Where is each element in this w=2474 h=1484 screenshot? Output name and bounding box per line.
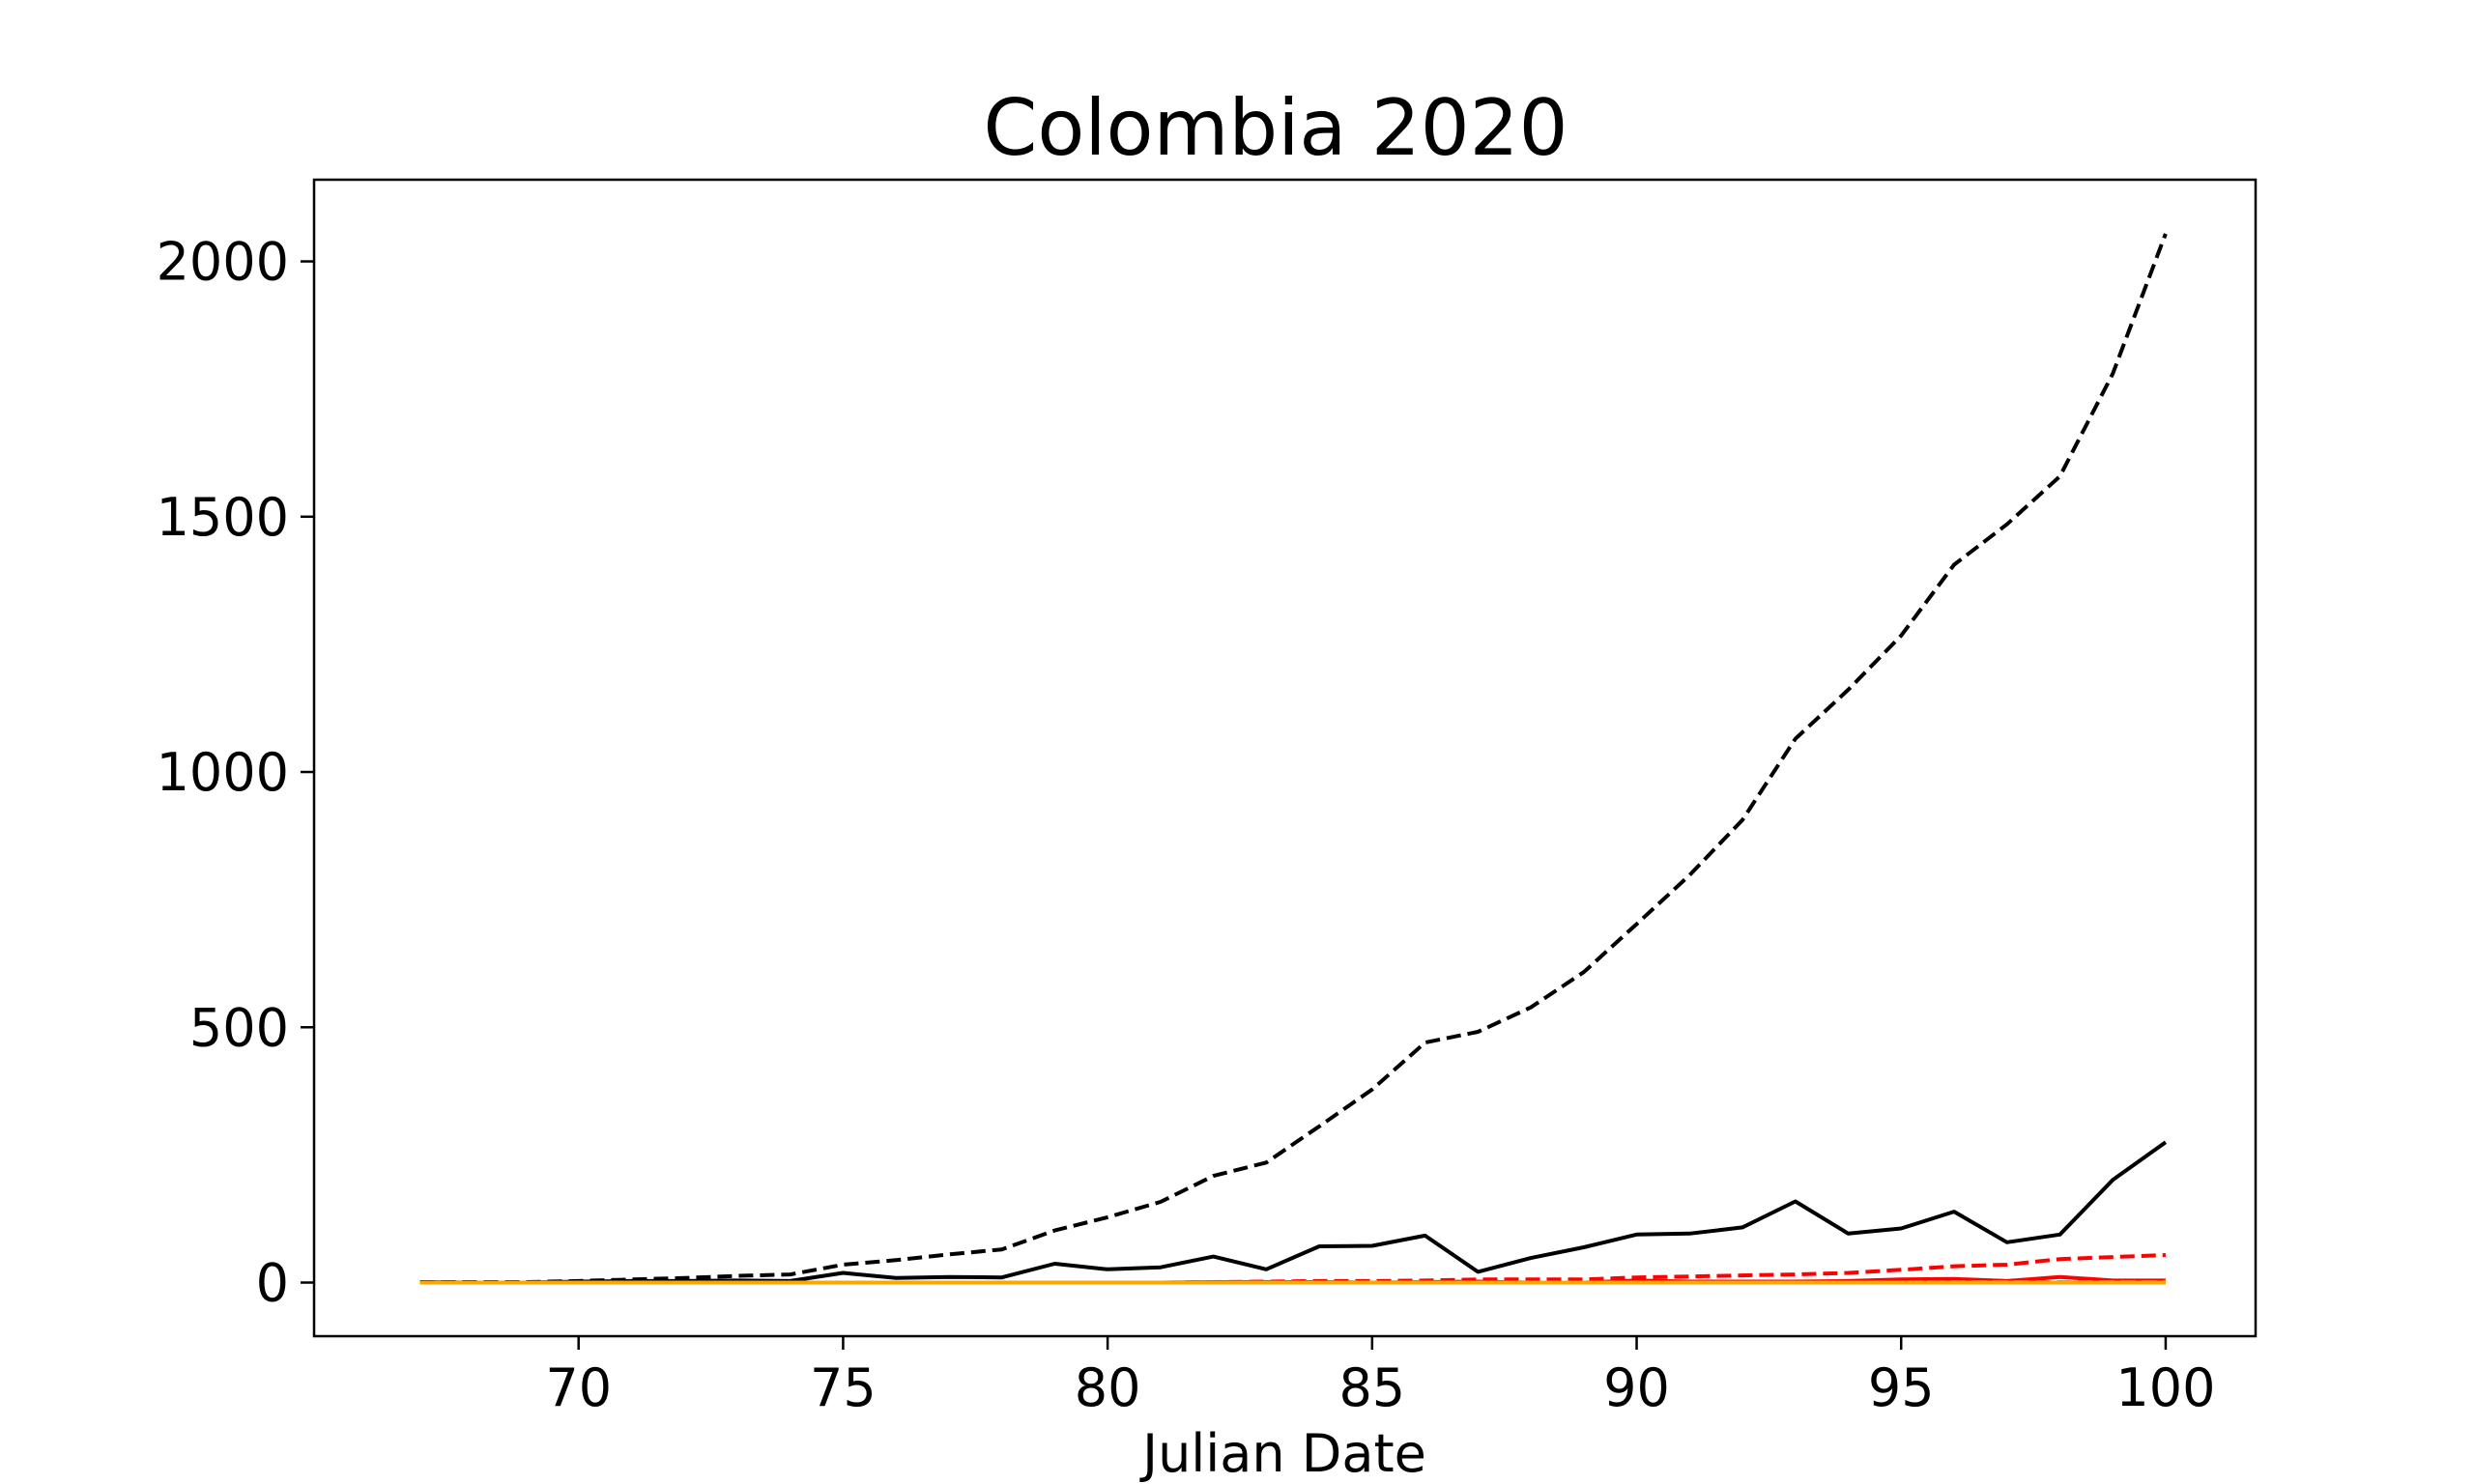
series-layer [419, 233, 2168, 1285]
x-axis-ticks: 70 75 80 85 90 95 100 [545, 1336, 2215, 1418]
y-tick-label: 0 [256, 1253, 289, 1314]
x-tick-label: 80 [1075, 1357, 1141, 1418]
x-tick-label: 95 [1868, 1357, 1935, 1418]
y-tick-label: 1000 [157, 742, 289, 803]
chart-title: Colombia 2020 [984, 83, 1568, 173]
x-tick-label: 75 [810, 1357, 877, 1418]
y-tick-label: 2000 [157, 232, 289, 293]
y-axis-ticks: 0 500 1000 1500 2000 [157, 232, 314, 1314]
x-axis-label: Julian Date [1139, 1423, 1426, 1484]
series-line-1 [419, 233, 2168, 1284]
x-tick-label: 100 [2115, 1357, 2215, 1418]
plot-frame [312, 178, 2258, 1338]
series-line-2 [419, 1140, 2168, 1285]
x-tick-label: 85 [1338, 1357, 1405, 1418]
x-tick-label: 70 [545, 1357, 612, 1418]
x-tick-label: 90 [1603, 1357, 1670, 1418]
y-tick-label: 500 [189, 997, 289, 1058]
y-tick-label: 1500 [157, 487, 289, 548]
